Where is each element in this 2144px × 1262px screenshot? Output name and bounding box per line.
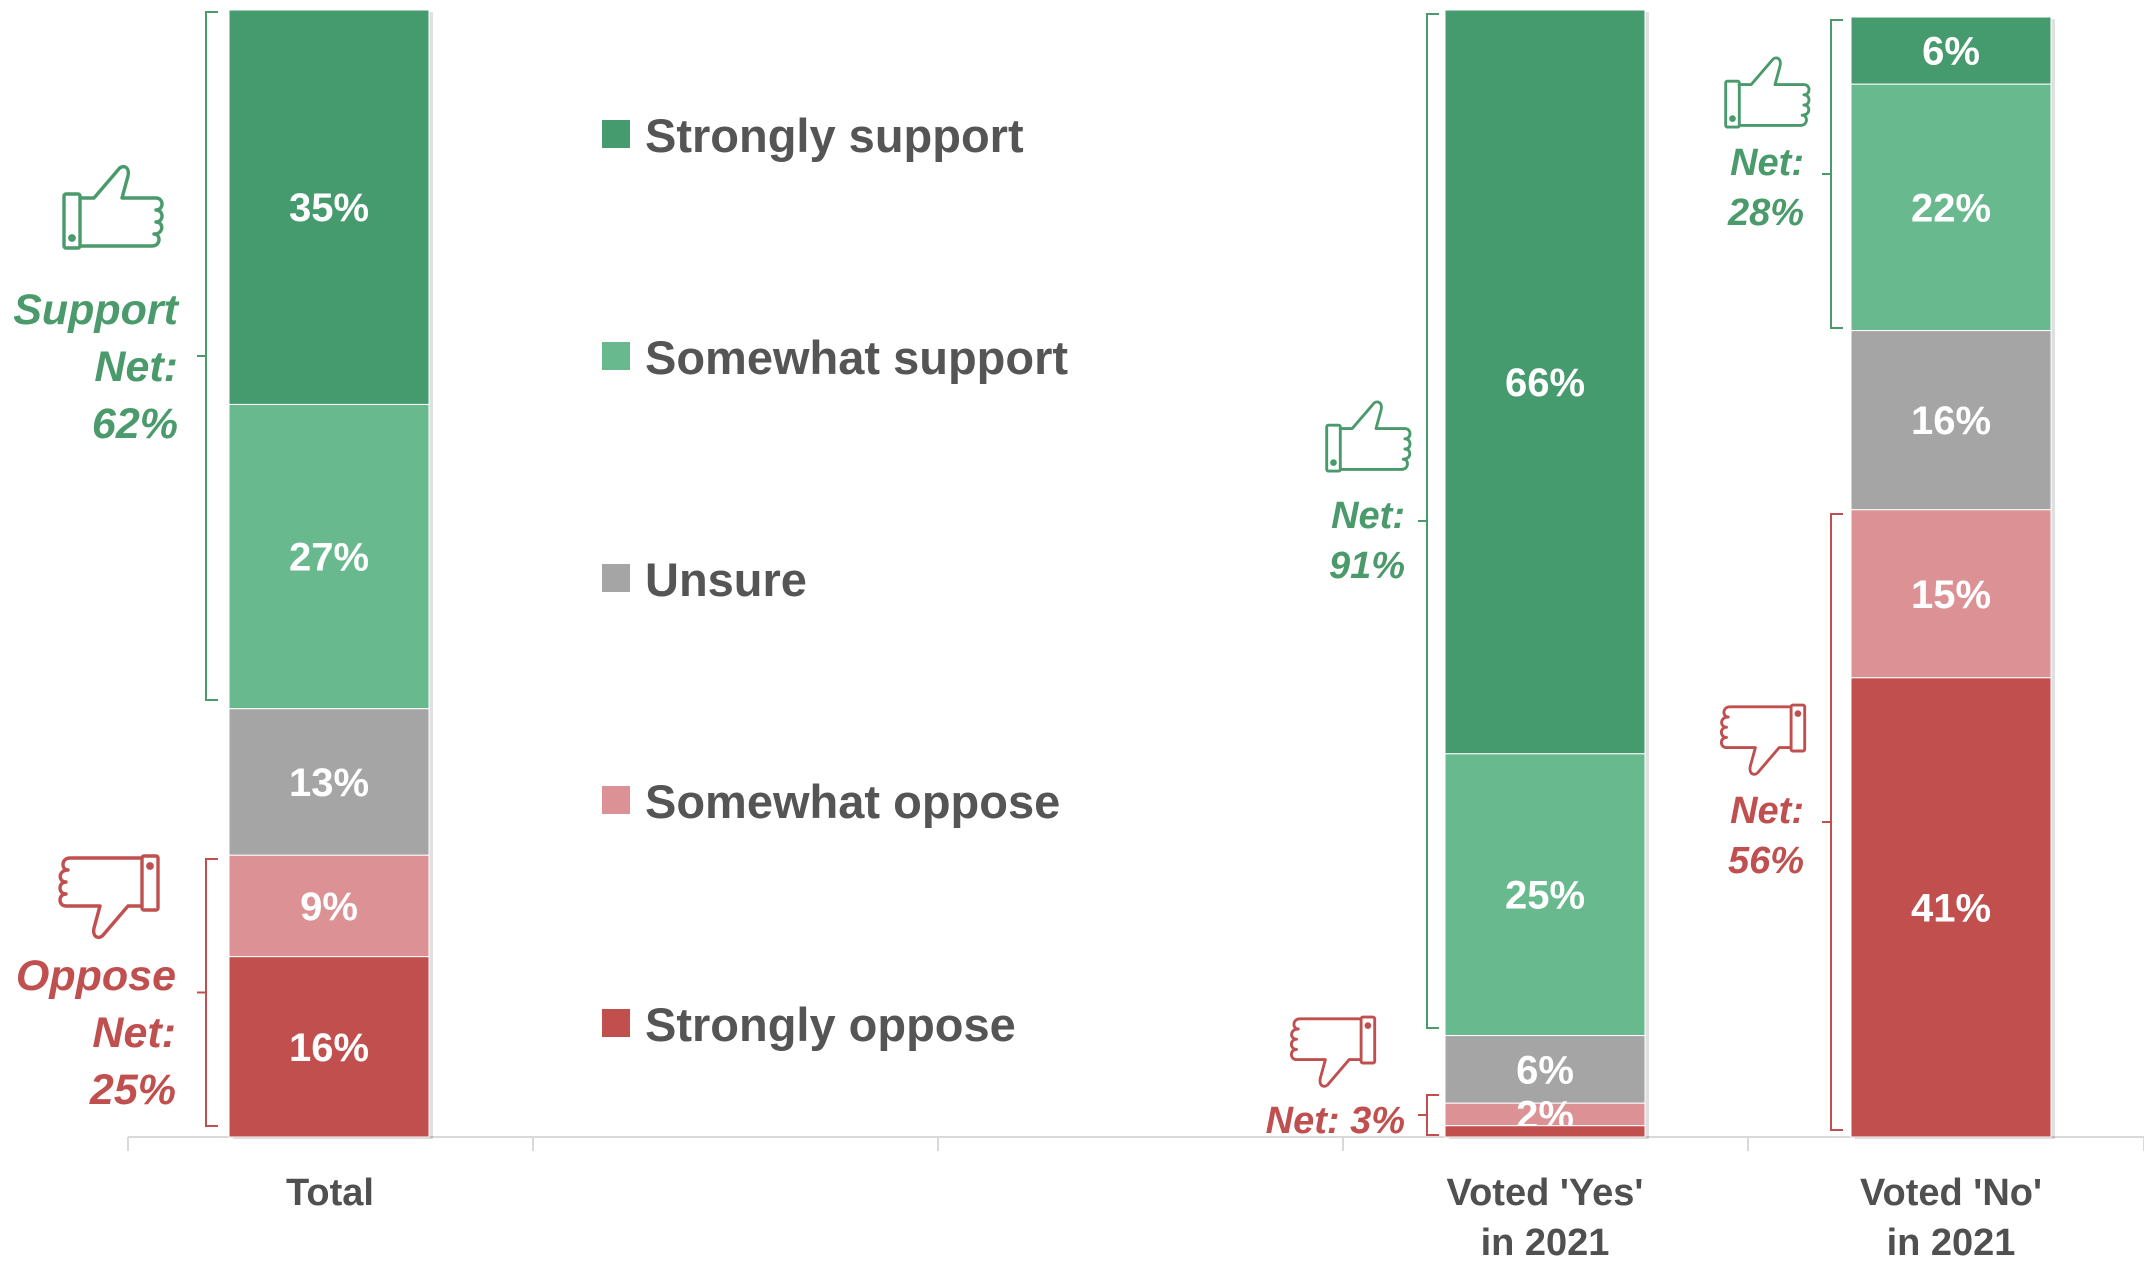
- data-label: 35%: [289, 186, 369, 230]
- bar-segment: [228, 708, 430, 856]
- thumbs-down-icon: [1719, 703, 1807, 776]
- bar-segment: [228, 956, 430, 1138]
- category-label: in 2021: [1481, 1222, 1610, 1262]
- legend-swatch: [602, 342, 630, 370]
- bar-segment: [1444, 753, 1646, 1037]
- net-bracket: [197, 858, 218, 1127]
- category-label: Total: [286, 1172, 374, 1214]
- net-label: 28%: [1727, 192, 1804, 234]
- net-label: Net:: [1730, 142, 1804, 184]
- net-label: 56%: [1728, 840, 1804, 882]
- net-label: Net:: [94, 343, 178, 391]
- data-label: 6%: [1922, 30, 1980, 74]
- bar-segment: [228, 9, 430, 405]
- bar-segment: [1850, 330, 2052, 511]
- net-bracket: [1822, 513, 1843, 1131]
- net-label: 25%: [89, 1066, 176, 1114]
- net-label: 91%: [1329, 545, 1405, 587]
- data-label: 25%: [1505, 874, 1585, 918]
- legend-label: Unsure: [645, 553, 807, 606]
- thumbs-down-icon: [58, 854, 160, 940]
- net-label: Net:: [1331, 495, 1405, 537]
- data-label: 13%: [289, 761, 369, 805]
- category-label: Voted 'Yes': [1447, 1172, 1644, 1214]
- thumbs-up-icon: [62, 164, 164, 250]
- thumbs-up-icon: [1325, 400, 1412, 473]
- thumbs-up-icon: [1724, 56, 1811, 129]
- bar-segment: [1850, 83, 2052, 332]
- data-label: 66%: [1505, 361, 1585, 405]
- data-label: 16%: [289, 1026, 369, 1070]
- legend-label: Somewhat oppose: [645, 775, 1060, 828]
- legend-swatch: [602, 1009, 630, 1037]
- net-bracket: [1822, 19, 1843, 329]
- net-label: Support: [13, 286, 179, 334]
- net-label: Net:: [92, 1009, 176, 1057]
- bar-segment: [228, 854, 430, 958]
- legend-label: Somewhat support: [645, 331, 1068, 384]
- category-label: Voted 'No': [1860, 1172, 2042, 1214]
- data-label: 41%: [1911, 886, 1991, 930]
- net-label: Net: 3%: [1266, 1100, 1405, 1142]
- bar-segment: [1850, 509, 2052, 679]
- data-label: 6%: [1516, 1048, 1574, 1092]
- bar-segment: [228, 403, 430, 710]
- bar-segment: [1444, 1035, 1646, 1104]
- data-label: 9%: [300, 885, 358, 929]
- bar-segment: [1850, 677, 2052, 1138]
- net-label: Net:: [1730, 790, 1804, 832]
- bar-segment: [1444, 9, 1646, 755]
- net-label: Oppose: [16, 952, 176, 1000]
- legend-swatch: [602, 786, 630, 814]
- bar-segment: [1850, 16, 2052, 85]
- net-bracket: [1418, 13, 1439, 1029]
- bar-segment: [1444, 1125, 1646, 1138]
- net-label: 62%: [92, 400, 178, 448]
- net-bracket: [197, 11, 218, 701]
- legend-label: Strongly oppose: [645, 998, 1016, 1051]
- legend-swatch: [602, 564, 630, 592]
- thumbs-down-icon: [1289, 1015, 1377, 1088]
- legend-label: Strongly support: [645, 109, 1024, 162]
- data-label: 27%: [289, 536, 369, 580]
- legend-swatch: [602, 120, 630, 148]
- data-label: 22%: [1911, 186, 1991, 230]
- data-label: 15%: [1911, 573, 1991, 617]
- data-label: 16%: [1911, 399, 1991, 443]
- net-bracket: [1418, 1094, 1439, 1136]
- category-label: in 2021: [1887, 1222, 2016, 1262]
